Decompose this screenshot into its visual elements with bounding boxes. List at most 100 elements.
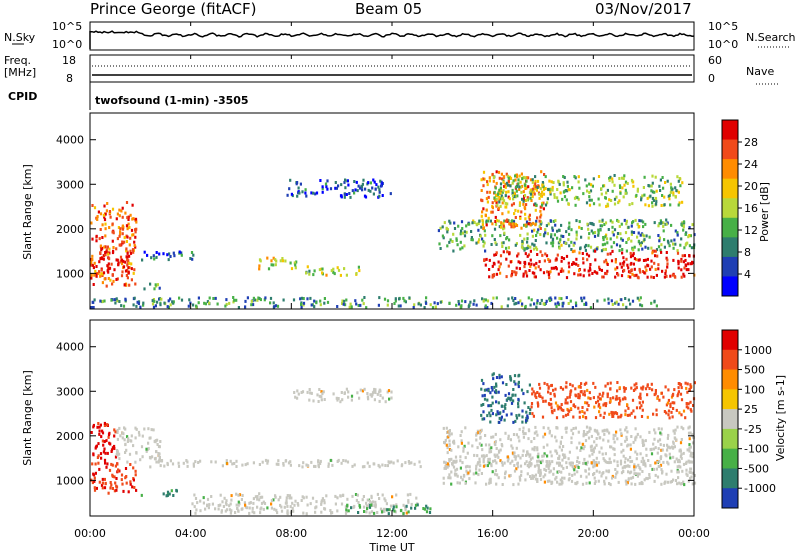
data-cell xyxy=(609,387,612,391)
data-cell xyxy=(509,461,512,465)
data-cell xyxy=(556,196,559,200)
data-cell xyxy=(475,438,478,442)
data-cell xyxy=(519,478,522,482)
data-cell xyxy=(101,257,104,260)
data-cell xyxy=(256,497,259,501)
data-cell xyxy=(573,241,576,245)
colorbar-swatch xyxy=(722,159,738,180)
data-cell xyxy=(495,219,499,223)
data-cell xyxy=(543,480,546,484)
data-cell xyxy=(494,472,497,476)
data-cell xyxy=(456,243,459,247)
colorbar-tick-label: 1000 xyxy=(744,344,772,357)
data-cell xyxy=(557,301,560,305)
data-cell xyxy=(525,453,528,457)
data-cell xyxy=(173,254,176,258)
data-cell xyxy=(548,188,551,192)
data-cell xyxy=(120,274,124,278)
data-cell xyxy=(333,272,336,276)
data-cell xyxy=(634,438,637,442)
data-cell xyxy=(585,481,588,485)
velocity-heatmap xyxy=(90,372,697,516)
data-cell xyxy=(688,449,691,453)
data-cell xyxy=(499,459,502,463)
data-cell xyxy=(532,190,535,194)
data-cell xyxy=(347,395,350,399)
data-cell xyxy=(336,305,339,308)
data-cell xyxy=(498,188,501,192)
data-cell xyxy=(207,506,210,510)
data-cell xyxy=(611,220,614,224)
data-cell xyxy=(180,253,183,257)
data-cell xyxy=(588,191,591,194)
data-cell xyxy=(649,194,652,198)
data-cell xyxy=(550,434,553,438)
data-cell xyxy=(638,472,641,476)
data-cell xyxy=(336,460,339,463)
data-cell xyxy=(532,414,535,418)
data-cell xyxy=(134,436,137,440)
data-cell xyxy=(475,467,478,471)
data-cell xyxy=(547,187,550,191)
data-cell xyxy=(615,395,618,399)
data-cell xyxy=(693,474,696,477)
data-cell xyxy=(370,496,373,500)
data-cell xyxy=(541,201,544,205)
data-cell xyxy=(511,296,514,300)
data-cell xyxy=(678,481,681,485)
data-cell xyxy=(273,305,276,309)
data-cell xyxy=(651,181,654,185)
data-cell xyxy=(636,189,639,193)
data-cell xyxy=(686,448,689,452)
data-cell xyxy=(495,376,499,379)
data-cell xyxy=(442,236,445,240)
data-cell xyxy=(130,439,133,443)
data-cell xyxy=(520,388,524,392)
data-cell xyxy=(624,231,628,235)
data-cell xyxy=(524,306,527,309)
data-cell xyxy=(570,248,573,251)
data-cell xyxy=(600,187,603,191)
data-cell xyxy=(361,389,364,393)
data-cell xyxy=(614,434,617,437)
data-cell xyxy=(113,475,116,479)
data-cell xyxy=(511,393,514,397)
data-cell xyxy=(516,465,520,469)
data-cell xyxy=(691,471,694,475)
data-cell xyxy=(91,254,94,258)
data-cell xyxy=(475,241,478,245)
data-cell xyxy=(125,224,129,228)
data-cell xyxy=(630,261,633,265)
data-cell xyxy=(471,238,474,242)
data-cell xyxy=(454,468,457,472)
data-cell xyxy=(535,234,538,237)
data-cell xyxy=(682,260,685,264)
data-cell xyxy=(387,389,391,393)
data-cell xyxy=(504,182,507,186)
data-cell xyxy=(541,454,544,458)
data-cell xyxy=(514,195,517,199)
data-cell xyxy=(690,262,693,266)
data-cell xyxy=(650,184,653,188)
data-cell xyxy=(651,174,654,178)
data-cell xyxy=(470,236,473,239)
colorbar-swatch xyxy=(722,237,738,258)
data-cell xyxy=(563,476,566,480)
data-cell xyxy=(544,468,548,472)
data-cell xyxy=(542,271,546,275)
data-cell xyxy=(531,392,534,396)
data-cell xyxy=(135,451,138,455)
data-cell xyxy=(688,443,691,447)
data-cell xyxy=(320,510,323,514)
data-cell xyxy=(526,416,529,420)
data-cell xyxy=(121,270,124,274)
data-cell xyxy=(275,508,278,512)
data-cell xyxy=(195,304,198,308)
data-cell xyxy=(536,301,539,305)
data-cell xyxy=(142,303,145,307)
data-cell xyxy=(219,503,222,507)
data-cell xyxy=(109,481,112,484)
data-cell xyxy=(633,274,636,278)
data-cell xyxy=(126,257,129,261)
data-cell xyxy=(371,501,374,505)
